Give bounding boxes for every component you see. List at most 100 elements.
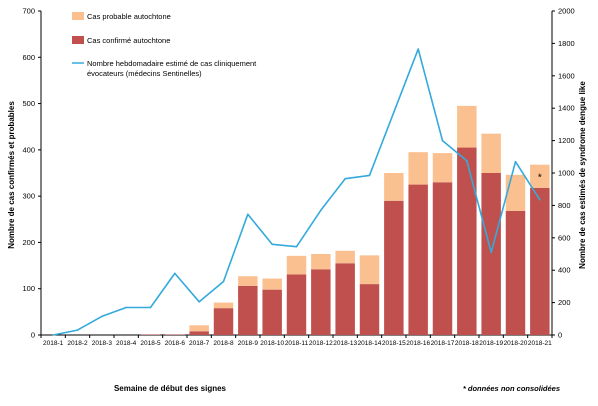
legend-label-line-2: évocateurs (médecins Sentinelles) xyxy=(87,69,202,78)
x-tick-label: 2018-9 xyxy=(238,340,259,347)
bar-probable xyxy=(457,105,477,148)
line-point xyxy=(271,243,273,246)
y-right-tick-label: 1600 xyxy=(558,71,575,80)
y-left-tick-label: 500 xyxy=(22,99,35,108)
bar-probable xyxy=(286,255,307,275)
bar-probable xyxy=(335,250,355,264)
bar-probable xyxy=(262,278,282,290)
footnote: * données non consolidées xyxy=(463,384,560,393)
trend-line xyxy=(52,48,541,336)
line-point xyxy=(101,315,103,318)
line-point xyxy=(368,174,371,177)
bar-probable xyxy=(505,174,526,211)
legend-label-line-1: Nombre hebdomadaire estimé de cas cliniq… xyxy=(87,59,257,68)
x-tick-label: 2018-5 xyxy=(140,340,161,347)
bars xyxy=(140,105,550,335)
x-tick-label: 2018-16 xyxy=(406,340,430,347)
x-tick-label: 2018-11 xyxy=(285,340,309,347)
line-point xyxy=(393,111,395,114)
line-point xyxy=(76,329,79,331)
x-tick-label: 2018-20 xyxy=(504,340,528,347)
x-tick-label: 2018-13 xyxy=(333,340,357,347)
x-tick-label: 2018-15 xyxy=(382,340,406,347)
bar-probable xyxy=(530,164,550,188)
x-tick-label: 2018-18 xyxy=(455,340,479,347)
bar-confirme xyxy=(311,269,331,335)
bar-probable xyxy=(384,173,404,201)
legend-swatch-confirme xyxy=(72,36,84,44)
bar-confirme xyxy=(359,284,380,335)
line-point xyxy=(514,160,517,163)
bar-probable xyxy=(189,325,209,332)
y-left-tick-label: 400 xyxy=(22,145,35,154)
y-right-tick-label: 2000 xyxy=(558,7,575,16)
legend-label-confirme: Cas confirmé autochtone xyxy=(87,36,170,45)
bar-probable xyxy=(408,152,428,185)
line-point xyxy=(320,209,322,212)
bar-confirme xyxy=(505,210,526,335)
y-right-tick-label: 200 xyxy=(558,298,571,307)
y-right-tick-label: 1000 xyxy=(558,169,575,178)
y-axis-right-label: Nombre de cas estimés de syndrome dengue… xyxy=(578,81,587,269)
bar-confirme xyxy=(530,187,550,335)
legend-swatch-probable xyxy=(72,12,84,20)
x-tick-label: 2018-12 xyxy=(309,340,333,347)
bar-confirme xyxy=(384,200,404,335)
line-point xyxy=(417,48,419,50)
bar-probable xyxy=(481,133,501,173)
x-tick-label: 2018-7 xyxy=(189,340,210,347)
y-right-tick-label: 0 xyxy=(558,331,562,340)
line-point xyxy=(174,272,176,275)
x-axis-label: Semaine de début des signes xyxy=(114,384,227,393)
line-point xyxy=(125,306,127,309)
bar-confirme xyxy=(189,331,209,335)
y-left-tick-label: 0 xyxy=(31,331,35,340)
bar-confirme xyxy=(213,308,234,335)
x-tick-label: 2018-6 xyxy=(165,340,186,347)
x-tick-label: 2018-10 xyxy=(260,340,284,347)
bar-confirme xyxy=(432,182,453,335)
x-tick-label: 2018-1 xyxy=(43,340,64,347)
x-tick-label: 2018-17 xyxy=(431,340,455,347)
line-point xyxy=(490,251,492,254)
y-right-tick-label: 1800 xyxy=(558,39,575,48)
y-left-tick-label: 200 xyxy=(22,238,35,247)
y-left-tick-label: 100 xyxy=(22,284,35,293)
line-point xyxy=(295,245,298,248)
bar-confirme xyxy=(262,289,282,335)
line-point xyxy=(441,139,444,142)
y-right-tick-label: 1200 xyxy=(558,136,575,145)
x-tick-label: 2018-4 xyxy=(116,340,137,347)
y-left-tick-label: 700 xyxy=(22,7,35,16)
bar-probable xyxy=(213,302,234,309)
y-right-tick-label: 800 xyxy=(558,201,571,210)
line-point xyxy=(247,213,249,216)
x-tick-label: 2018-3 xyxy=(92,340,113,347)
bar-confirme xyxy=(457,147,477,335)
bar-probable xyxy=(359,255,380,285)
bar-confirme xyxy=(286,274,307,335)
y-axis-left-label: Nombre de cas confirmés et probables xyxy=(7,101,16,249)
bar-probable xyxy=(311,254,331,270)
y-left-tick-label: 600 xyxy=(22,53,35,62)
line-point xyxy=(466,160,468,162)
legend-label-probable: Cas probable autochtone xyxy=(87,12,171,21)
bar-confirme xyxy=(238,285,258,335)
annotation-star: * xyxy=(538,173,542,184)
line-point xyxy=(222,280,225,283)
x-tick-label: 2018-19 xyxy=(479,340,503,347)
line-point xyxy=(539,198,541,201)
bar-confirme xyxy=(481,173,501,335)
line-point xyxy=(52,334,54,336)
bar-confirme xyxy=(335,263,355,335)
tick-labels: 0 100 200 300 400 500 600 700 0 200 400 600 800 1000 1… xyxy=(22,7,574,348)
y-right-tick-label: 600 xyxy=(558,233,571,242)
y-right-tick-label: 1400 xyxy=(558,104,575,113)
x-tick-label: 2018-21 xyxy=(528,340,552,347)
y-right-tick-label: 400 xyxy=(558,266,571,275)
line-point xyxy=(149,306,152,309)
x-tick-label: 2018-14 xyxy=(358,340,382,347)
y-left-tick-label: 300 xyxy=(22,192,35,201)
legend: Cas probable autochtone Cas confirmé aut… xyxy=(72,12,257,78)
